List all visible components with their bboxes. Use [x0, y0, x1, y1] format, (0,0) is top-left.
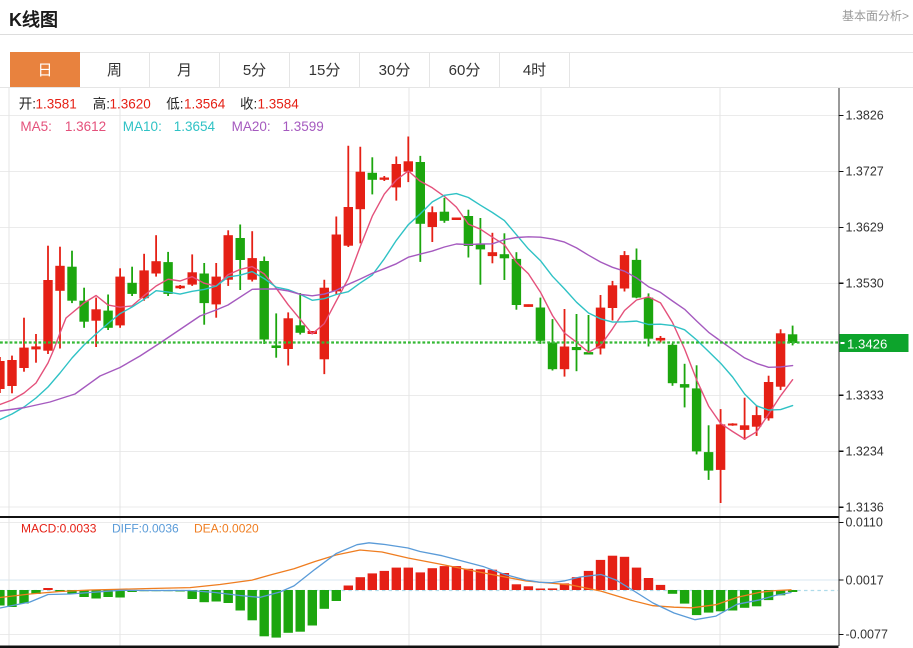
- svg-text:-0.0077: -0.0077: [846, 628, 888, 642]
- svg-text:DEA:0.0020: DEA:0.0020: [194, 522, 259, 536]
- svg-text:收:: 收:: [240, 97, 257, 112]
- svg-text:1.3654: 1.3654: [174, 119, 216, 134]
- svg-text:MA5:: MA5:: [20, 119, 52, 134]
- svg-text:1.3333: 1.3333: [846, 389, 884, 403]
- svg-text:1.3727: 1.3727: [846, 165, 884, 179]
- svg-text:MA10:: MA10:: [123, 119, 162, 134]
- svg-text:1.3584: 1.3584: [258, 97, 300, 112]
- svg-text:1.3426: 1.3426: [847, 336, 887, 351]
- svg-text:1.3564: 1.3564: [184, 97, 226, 112]
- svg-text:1.3599: 1.3599: [283, 119, 324, 134]
- svg-text:1.3612: 1.3612: [65, 119, 106, 134]
- svg-text:0.0017: 0.0017: [846, 573, 884, 587]
- svg-text:高:: 高:: [93, 96, 110, 112]
- svg-text:1.3826: 1.3826: [846, 109, 884, 123]
- svg-text:开:: 开:: [19, 97, 36, 112]
- svg-text:1.3581: 1.3581: [36, 97, 77, 112]
- svg-text:0.0110: 0.0110: [846, 516, 883, 530]
- svg-text:DIFF:0.0036: DIFF:0.0036: [112, 522, 179, 536]
- svg-text:MA20:: MA20:: [232, 119, 271, 134]
- svg-text:1.3530: 1.3530: [846, 277, 884, 291]
- svg-text:1.3620: 1.3620: [110, 97, 151, 112]
- svg-text:MACD:0.0033: MACD:0.0033: [21, 522, 97, 536]
- svg-text:低:: 低:: [166, 97, 183, 112]
- svg-text:1.3629: 1.3629: [846, 221, 884, 235]
- svg-text:1.3234: 1.3234: [846, 445, 884, 459]
- svg-text:1.3136: 1.3136: [846, 500, 884, 514]
